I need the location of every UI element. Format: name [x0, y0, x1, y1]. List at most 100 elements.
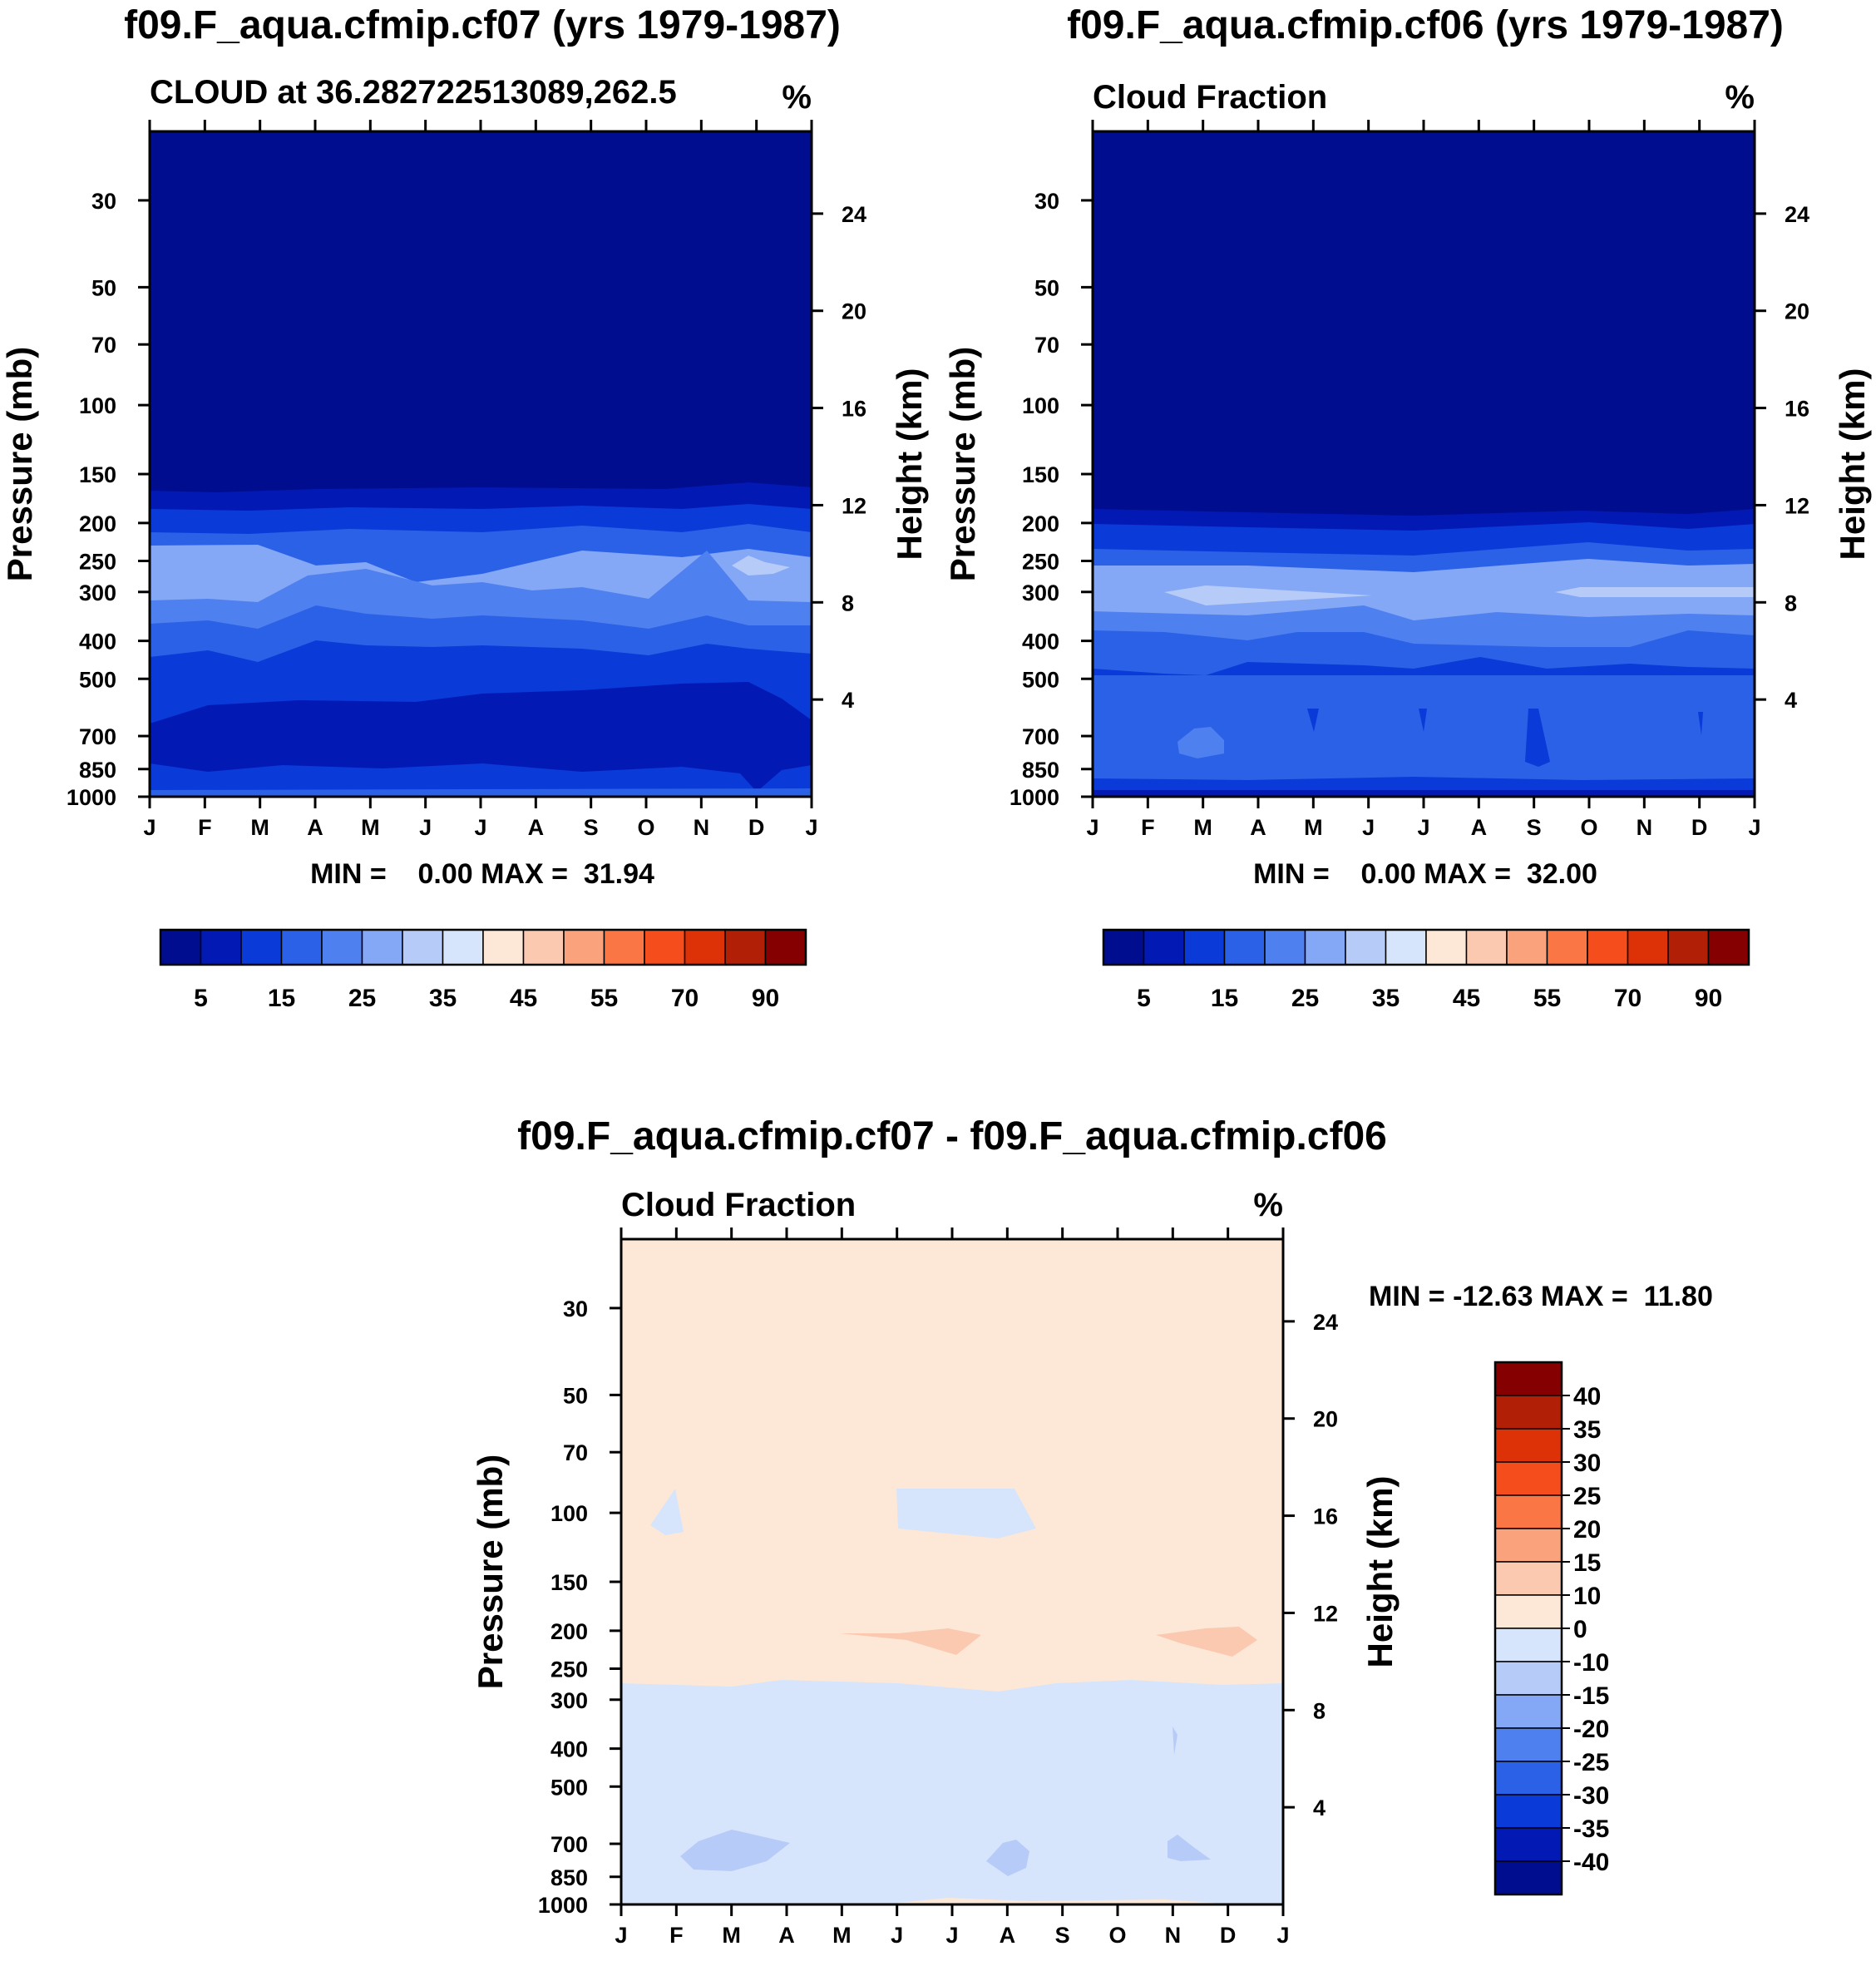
colorbar-label: -30 — [1573, 1782, 1609, 1810]
colorbar-label: 90 — [1695, 985, 1722, 1012]
pressure-tick-label: 100 — [79, 393, 116, 418]
generated-axes-and-colorbars: J F M A M J J A S O N D J305070100150200250300400500… — [67, 120, 1809, 1948]
x-tick-label: M — [250, 815, 269, 840]
colorbar-box — [1587, 929, 1629, 966]
x-tick-label: J — [1417, 815, 1429, 840]
pressure-tick-label: 850 — [79, 758, 116, 783]
x-tick-label: A — [778, 1923, 795, 1948]
panel-2-title: f09.F_aqua.cfmip.cf06 (yrs 1979-1987) — [1067, 3, 1784, 47]
colorbar-box — [1494, 1794, 1563, 1829]
contour-blob-negative-4 — [986, 1840, 1029, 1876]
colorbar-label: -40 — [1573, 1849, 1609, 1876]
pressure-tick-label: 150 — [550, 1570, 588, 1595]
pressure-tick-label: 30 — [563, 1297, 588, 1321]
colorbar-label: 10 — [1573, 1583, 1601, 1610]
pressure-tick-label: 400 — [550, 1737, 588, 1762]
contour-band-25-30-high-right — [1555, 587, 1755, 597]
pressure-tick-label: 400 — [1022, 630, 1059, 654]
panel-3-units: % — [1253, 1187, 1283, 1223]
colorbar-box — [563, 929, 605, 966]
colorbar-box — [1667, 929, 1710, 966]
colorbar-label: 55 — [590, 985, 618, 1012]
colorbar-box — [1465, 929, 1508, 966]
pressure-tick-label: 250 — [1022, 550, 1059, 575]
x-tick-label: M — [722, 1923, 741, 1948]
colorbar-box — [482, 929, 525, 966]
panel-cf06: f09.F_aqua.cfmip.cf06 (yrs 1979-1987) Cl… — [943, 3, 1872, 890]
colorbar-label: 90 — [752, 985, 779, 1012]
panel-2-y2label: Height (km) — [1833, 368, 1872, 561]
contour-band-10-15-bottom — [150, 763, 812, 797]
x-tick-label: J — [143, 815, 156, 840]
height-tick-label: 16 — [1785, 397, 1809, 422]
colorbar-label: 45 — [510, 985, 537, 1012]
contour-blob-negative-5 — [1168, 1835, 1211, 1861]
panel-1-subtitle: CLOUD at 36.282722513089,262.5 — [150, 74, 677, 111]
contour-band-5-10-bottom — [1093, 790, 1755, 797]
height-tick-label: 16 — [842, 397, 866, 422]
pressure-tick-label: 500 — [79, 667, 116, 692]
colorbar-frame — [1102, 928, 1750, 966]
x-tick-label: D — [1691, 815, 1708, 840]
colorbar-box — [1627, 929, 1669, 966]
colorbar-box — [1494, 1628, 1563, 1662]
x-tick-label: D — [748, 815, 765, 840]
pressure-tick-label: 300 — [550, 1688, 588, 1713]
pressure-tick-label: 500 — [550, 1775, 588, 1800]
x-tick-label: O — [637, 815, 654, 840]
colorbar-box — [1494, 1461, 1563, 1496]
colorbar-label: 15 — [1211, 985, 1238, 1012]
panel-3-axes: J F M A M J J A S O N D J 30 50 70 100 150 200 250 300 400 500… — [538, 1227, 1338, 1948]
height-tick-label: 8 — [1785, 590, 1797, 615]
panel-1-ylabel: Pressure (mb) — [0, 347, 39, 581]
height-tick-label: 24 — [1785, 202, 1809, 227]
colorbar-box — [1494, 1395, 1563, 1430]
colorbar-label: -15 — [1573, 1682, 1609, 1710]
panel-2-contours — [1093, 131, 1755, 797]
pressure-tick-label: 300 — [1022, 580, 1059, 605]
colorbar-label: -35 — [1573, 1815, 1609, 1843]
height-tick-label: 20 — [1785, 299, 1809, 324]
x-tick-label: M — [361, 815, 380, 840]
colorbar-box — [1223, 929, 1266, 966]
x-tick-label: O — [1108, 1923, 1126, 1948]
pressure-tick-label: 70 — [91, 333, 116, 358]
panel-1-contours — [150, 131, 812, 797]
x-tick-label: J — [474, 815, 486, 840]
panel-2-colorbar: 5 15 25 35 45 55 70 90 — [1102, 928, 1750, 1012]
colorbar-box — [1264, 929, 1306, 966]
x-tick-label: A — [1250, 815, 1266, 840]
pressure-tick-label: 1000 — [538, 1893, 588, 1918]
panel-1-minmax: MIN = 0.00 MAX = 31.94 — [310, 858, 654, 890]
height-tick-label: 20 — [842, 299, 866, 324]
x-tick-label: J — [1362, 815, 1375, 840]
pressure-tick-label: 250 — [79, 550, 116, 575]
colorbar-label: 20 — [1573, 1516, 1601, 1544]
pressure-tick-label: 850 — [550, 1865, 588, 1890]
colorbar-box — [1425, 929, 1468, 966]
panel-3-ylabel: Pressure (mb) — [471, 1455, 510, 1689]
height-tick-label: 24 — [842, 202, 866, 227]
contour-blob-negative-6 — [1172, 1726, 1177, 1755]
pressure-tick-label: 150 — [1022, 462, 1059, 487]
contour-blob-positive-2 — [1156, 1627, 1257, 1657]
height-tick-label: 4 — [1313, 1796, 1326, 1820]
colorbar-box — [1494, 1594, 1563, 1629]
colorbar-box — [1506, 929, 1548, 966]
contour-blob-negative-1 — [650, 1489, 684, 1535]
contour-band-25-30-high-left — [1164, 585, 1372, 605]
pressure-tick-label: 50 — [91, 275, 116, 300]
x-tick-label: A — [1471, 815, 1488, 840]
panel-2-ylabel: Pressure (mb) — [943, 347, 982, 581]
contour-blob-negative-2 — [896, 1489, 1036, 1539]
height-tick-label: 20 — [1313, 1407, 1338, 1432]
x-tick-label: S — [1055, 1923, 1070, 1948]
colorbar-label: 70 — [1614, 985, 1642, 1012]
pressure-tick-label: 150 — [79, 462, 116, 487]
colorbar-box — [1494, 1727, 1563, 1762]
colorbar-box — [200, 929, 242, 966]
x-tick-label: O — [1580, 815, 1597, 840]
pressure-tick-label: 200 — [1022, 511, 1059, 536]
colorbar-box — [1707, 929, 1750, 966]
